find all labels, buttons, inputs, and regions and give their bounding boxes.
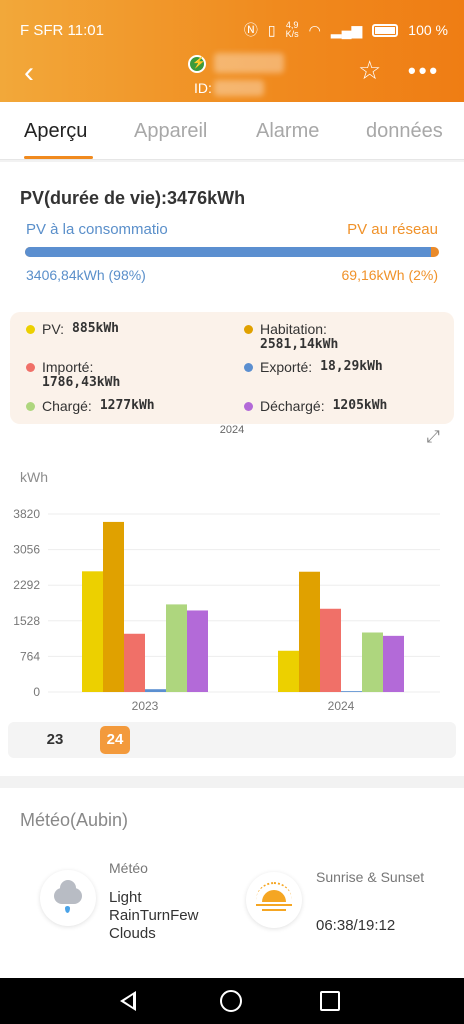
energy-bar-chart: 0 764 1528 2292 3056 3820 2023 2024	[13, 507, 440, 713]
pv-grid-label: PV au réseau	[347, 221, 438, 238]
bar-2023-exporté[interactable]	[145, 689, 166, 692]
pv-grid-value: 69,16kWh (2%)	[341, 267, 438, 283]
pv-consumption-value: 3406,84kWh (98%)	[26, 267, 146, 283]
y-tick-label: 0	[33, 685, 40, 699]
y-tick-label: 1528	[13, 614, 40, 628]
nav-back-icon[interactable]	[120, 991, 136, 1011]
x-tick-label: 2023	[132, 699, 159, 713]
legend-pv: PV: 885kWh	[26, 321, 119, 337]
bar-2024-pv[interactable]	[278, 650, 299, 692]
charge-dot-icon	[26, 402, 35, 411]
battery-icon	[372, 23, 399, 37]
plant-status-icon	[188, 55, 206, 73]
weather-title: Météo(Aubin)	[20, 810, 129, 830]
legend-importe: Importé: 1786,43kWh	[26, 359, 120, 390]
x-tick-label: 2024	[328, 699, 355, 713]
app-header: F SFR 11:01 Ⓝ ▯ 4,9 K/s ◠ ▂▄▆ 100 % ‹ ID…	[0, 0, 464, 102]
year-selector	[8, 722, 456, 758]
bar-2024-chargé[interactable]	[362, 632, 383, 692]
legend-habitation: Habitation: 2581,14kWh	[244, 321, 338, 352]
legend-exporte: Exporté: 18,29kWh	[244, 359, 383, 375]
cloud-rain-icon	[40, 870, 96, 926]
status-bar: F SFR 11:01 Ⓝ ▯ 4,9 K/s ◠ ▂▄▆ 100 %	[20, 20, 448, 40]
chart-y-unit: kWh	[20, 469, 48, 485]
y-tick-label: 3056	[13, 543, 40, 557]
sun-label: Sunrise & Sunset	[316, 869, 425, 885]
habitation-dot-icon	[244, 325, 253, 334]
weather-value: Light RainTurnFew Clouds	[109, 889, 199, 942]
importe-dot-icon	[26, 363, 35, 372]
sun-value: 06:38/19:12	[316, 917, 396, 934]
tab-bar: Aperçu Appareil Alarme données	[0, 102, 464, 160]
legend-decharge: Déchargé: 1205kWh	[244, 398, 387, 414]
star-icon[interactable]: ☆	[358, 55, 382, 85]
energy-legend	[10, 312, 454, 424]
plant-id-label: ID:	[194, 80, 212, 96]
tab-appareil[interactable]: Appareil	[134, 120, 208, 142]
tab-apercu[interactable]: Aperçu	[24, 120, 88, 142]
bar-2023-chargé[interactable]	[166, 604, 187, 692]
back-arrow-icon[interactable]: ‹	[24, 56, 34, 89]
y-tick-label: 2292	[13, 578, 40, 592]
decharge-dot-icon	[244, 402, 253, 411]
exporte-dot-icon	[244, 363, 253, 372]
expand-icon[interactable]: ⤢	[426, 427, 440, 446]
legend-charge: Chargé: 1277kWh	[26, 398, 155, 414]
pv-lifetime-title: PV(durée de vie):3476kWh	[20, 188, 246, 208]
signal-icon: ▂▄▆	[330, 21, 363, 38]
active-tab-indicator	[24, 156, 93, 159]
network-speed: 4,9 K/s	[285, 20, 299, 39]
tab-donnees[interactable]: données	[366, 120, 443, 142]
bar-2024-habitation[interactable]	[299, 571, 320, 692]
plant-name-redacted	[214, 53, 284, 73]
year-option-24[interactable]: 24	[100, 726, 130, 754]
bar-2023-pv[interactable]	[82, 571, 103, 692]
carrier-time: F SFR 11:01	[20, 21, 104, 39]
tab-alarme[interactable]: Alarme	[256, 120, 320, 142]
vibrate-icon: ▯	[267, 21, 276, 38]
year-option-23[interactable]: 23	[46, 731, 64, 748]
nav-home-icon[interactable]	[220, 990, 242, 1012]
y-tick-label: 764	[20, 649, 40, 663]
bar-2024-exporté[interactable]	[341, 691, 362, 692]
y-tick-label: 3820	[13, 507, 40, 521]
legend-year: 2024	[0, 416, 464, 442]
bar-2024-déchargé[interactable]	[383, 635, 404, 692]
plant-id-redacted	[214, 80, 264, 96]
system-nav-bar	[0, 978, 464, 1024]
nav-recent-icon[interactable]	[320, 991, 340, 1011]
sunrise-icon	[246, 872, 302, 928]
pv-ratio-consumption-fill	[25, 247, 431, 257]
pv-consumption-label: PV à la consommatio	[26, 221, 168, 238]
wifi-icon: ◠	[308, 21, 321, 38]
battery-level: 100 %	[408, 22, 448, 38]
pv-dot-icon	[26, 325, 35, 334]
more-dots-icon[interactable]: •••	[408, 58, 441, 83]
pv-ratio-bar	[25, 247, 439, 257]
weather-label: Météo	[109, 860, 148, 876]
bar-2024-importé[interactable]	[320, 608, 341, 692]
bar-2023-habitation[interactable]	[103, 521, 124, 692]
bar-2023-déchargé[interactable]	[187, 610, 208, 692]
bar-2023-importé[interactable]	[124, 633, 145, 692]
nfc-icon: Ⓝ	[243, 22, 258, 38]
